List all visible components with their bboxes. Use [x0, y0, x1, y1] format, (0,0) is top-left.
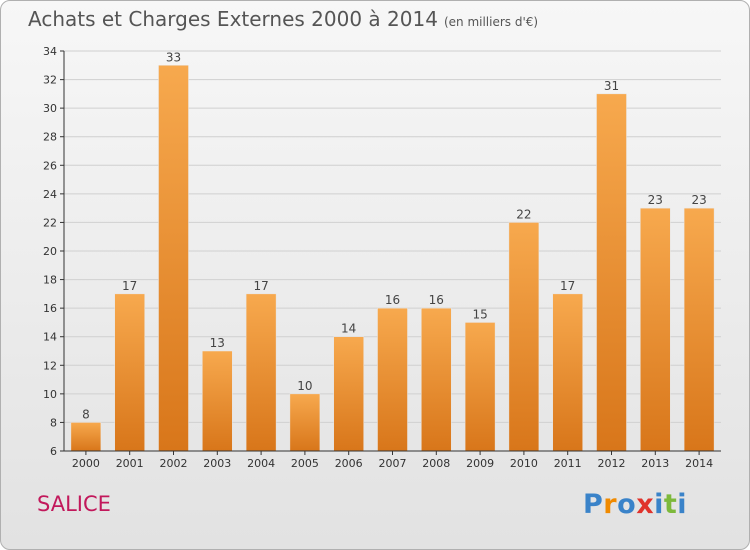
data-label: 33: [166, 50, 181, 64]
x-tick-label: 2002: [160, 457, 188, 470]
data-label: 8: [82, 407, 90, 421]
data-label: 17: [253, 279, 268, 293]
logo-letter: i: [654, 489, 664, 520]
x-tick-label: 2012: [598, 457, 626, 470]
y-tick-label: 20: [43, 245, 57, 258]
y-tick-label: 8: [50, 416, 57, 429]
logo-letter: x: [636, 489, 655, 520]
y-tick-label: 32: [43, 74, 57, 87]
chart-title-text: Achats et Charges Externes 2000 à 2014: [28, 7, 438, 31]
data-label: 16: [429, 293, 444, 307]
bar-2005: [289, 393, 321, 452]
bar-2006: [333, 336, 364, 452]
data-label: 17: [122, 279, 137, 293]
y-tick-label: 30: [43, 102, 57, 115]
x-tick-label: 2010: [510, 457, 538, 470]
x-tick-label: 2004: [247, 457, 275, 470]
x-tick-label: 2008: [422, 457, 450, 470]
data-label: 10: [297, 379, 312, 393]
x-tick-label: 2014: [685, 457, 713, 470]
x-tick-label: 2003: [203, 457, 231, 470]
x-tick-label: 2007: [379, 457, 407, 470]
logo-letter: r: [603, 489, 618, 520]
bar-2003: [202, 350, 233, 452]
bar-2002: [158, 65, 189, 452]
data-label: 16: [385, 293, 400, 307]
y-tick-label: 18: [43, 274, 57, 287]
bar-2007: [377, 307, 408, 452]
data-label: 23: [691, 193, 706, 207]
bar-2004: [245, 293, 277, 452]
y-tick-label: 14: [43, 331, 57, 344]
data-label: 17: [560, 279, 575, 293]
data-label: 14: [341, 322, 356, 336]
x-tick-label: 2001: [116, 457, 144, 470]
logo-letter: i: [677, 489, 688, 520]
bar-2013: [640, 207, 671, 452]
x-tick-label: 2009: [466, 457, 494, 470]
logo-letter: o: [617, 489, 637, 520]
data-label: 31: [604, 79, 619, 93]
y-tick-label: 6: [50, 445, 57, 458]
bar-2011: [552, 293, 583, 452]
data-label: 22: [516, 207, 531, 221]
x-tick-label: 2006: [335, 457, 363, 470]
y-tick-label: 22: [43, 216, 57, 229]
x-tick-label: 2013: [641, 457, 669, 470]
bar-2001: [114, 293, 145, 452]
data-label: 23: [648, 193, 663, 207]
bar-2010: [508, 222, 540, 452]
bar-2012: [596, 93, 627, 452]
logo-letter: P: [583, 489, 604, 520]
chart-title: Achats et Charges Externes 2000 à 2014 (e…: [28, 7, 538, 31]
y-tick-label: 26: [43, 159, 57, 172]
x-tick-label: 2005: [291, 457, 319, 470]
data-label: 13: [210, 336, 225, 350]
data-label: 15: [472, 307, 487, 321]
y-tick-label: 10: [43, 388, 57, 401]
logo-letter: t: [663, 489, 678, 520]
y-tick-label: 16: [43, 302, 57, 315]
town-name: SALICE: [37, 492, 111, 516]
y-tick-label: 24: [43, 188, 57, 201]
y-tick-label: 12: [43, 359, 57, 372]
bar-2000: [70, 422, 102, 452]
bar-2014: [683, 207, 715, 452]
y-tick-label: 34: [43, 45, 57, 58]
bar-2008: [421, 307, 452, 452]
chart-unit: (en milliers d'€): [443, 15, 539, 29]
bar-2009: [464, 322, 496, 452]
x-tick-label: 2000: [72, 457, 100, 470]
y-tick-label: 28: [43, 131, 57, 144]
x-tick-label: 2011: [554, 457, 582, 470]
proxiti-logo[interactable]: Proxiti: [583, 489, 687, 520]
